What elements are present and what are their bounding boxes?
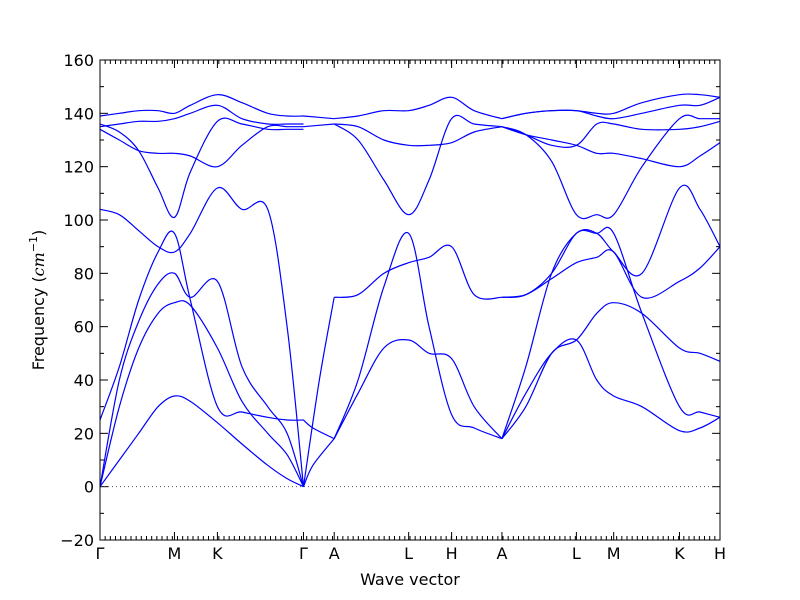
y-axis-label-exponent: −1 [27,236,40,252]
dispersion-branch-6 [99,117,304,218]
y-tick-label: 60 [74,318,94,337]
x-tick-label: L [572,544,581,563]
dispersion-branch-24 [501,246,721,299]
dispersion-branch-13 [303,123,335,128]
y-tick-label: 0 [84,478,94,497]
y-tick-label: 140 [63,104,94,123]
y-tick-label: 100 [63,211,94,230]
x-tick-label: K [674,544,685,563]
y-axis-label-unit: cm [29,252,48,276]
dispersion-branch-7 [99,124,304,168]
x-tick-label: Γ [96,544,105,563]
dispersion-branch-10 [302,438,335,487]
x-tick-label: M [168,544,182,563]
dispersion-branch-15 [333,339,503,440]
dispersion-branch-23 [501,338,721,439]
dispersion-branch-14 [303,115,335,120]
plot-frame [99,59,721,541]
x-tick-label: M [607,544,621,563]
y-tick-label: 120 [63,158,94,177]
dispersion-branch-4 [99,230,304,421]
dispersion-branch-30 [501,96,721,120]
dispersion-branch-25 [501,184,721,298]
x-axis-label: Wave vector [360,570,460,589]
y-tick-label: 80 [74,264,94,283]
dispersion-branch-28 [501,126,721,168]
dispersion-branch-5 [99,187,305,487]
y-axis-label-close: ) [29,230,48,236]
x-tick-label: L [404,544,413,563]
y-axis-label: Frequency (cm−1) [27,230,48,371]
x-tick-label: H [446,544,458,563]
dispersion-branch-8 [99,104,304,128]
x-tick-label: K [212,544,223,563]
y-axis-label-text: Frequency ( [29,276,48,370]
x-tick-label: A [329,544,340,563]
x-tick-label: H [714,544,726,563]
axis-ticks [99,59,721,541]
y-tick-label: 40 [74,371,94,390]
dispersion-branch-20 [334,96,503,120]
dispersion-branch-9 [99,94,304,117]
dispersion-branch-19 [334,123,503,147]
dispersion-branch-21 [501,302,721,440]
y-tick-label: 160 [63,51,94,70]
dispersion-branch-1 [99,395,304,488]
y-tick-label: −20 [60,531,94,550]
dispersion-branch-12 [302,297,335,487]
dispersion-branch-3 [99,272,305,487]
dispersion-branch-2 [99,300,305,487]
series-group [99,93,721,488]
dispersion-branch-11 [303,419,335,440]
x-tick-label: A [496,544,507,563]
dispersion-branch-17 [334,244,502,300]
x-tick-label: Γ [299,544,308,563]
y-tick-labels: −20 0 20 40 60 80 100 120 140 160 [60,51,94,550]
dispersion-branch-22 [501,226,721,439]
y-tick-label: 20 [74,424,94,443]
dispersion-branch-18 [333,114,502,216]
dispersion-branch-27 [501,120,721,148]
dispersion-branch-26 [501,114,720,220]
dispersion-branch-16 [333,232,503,440]
